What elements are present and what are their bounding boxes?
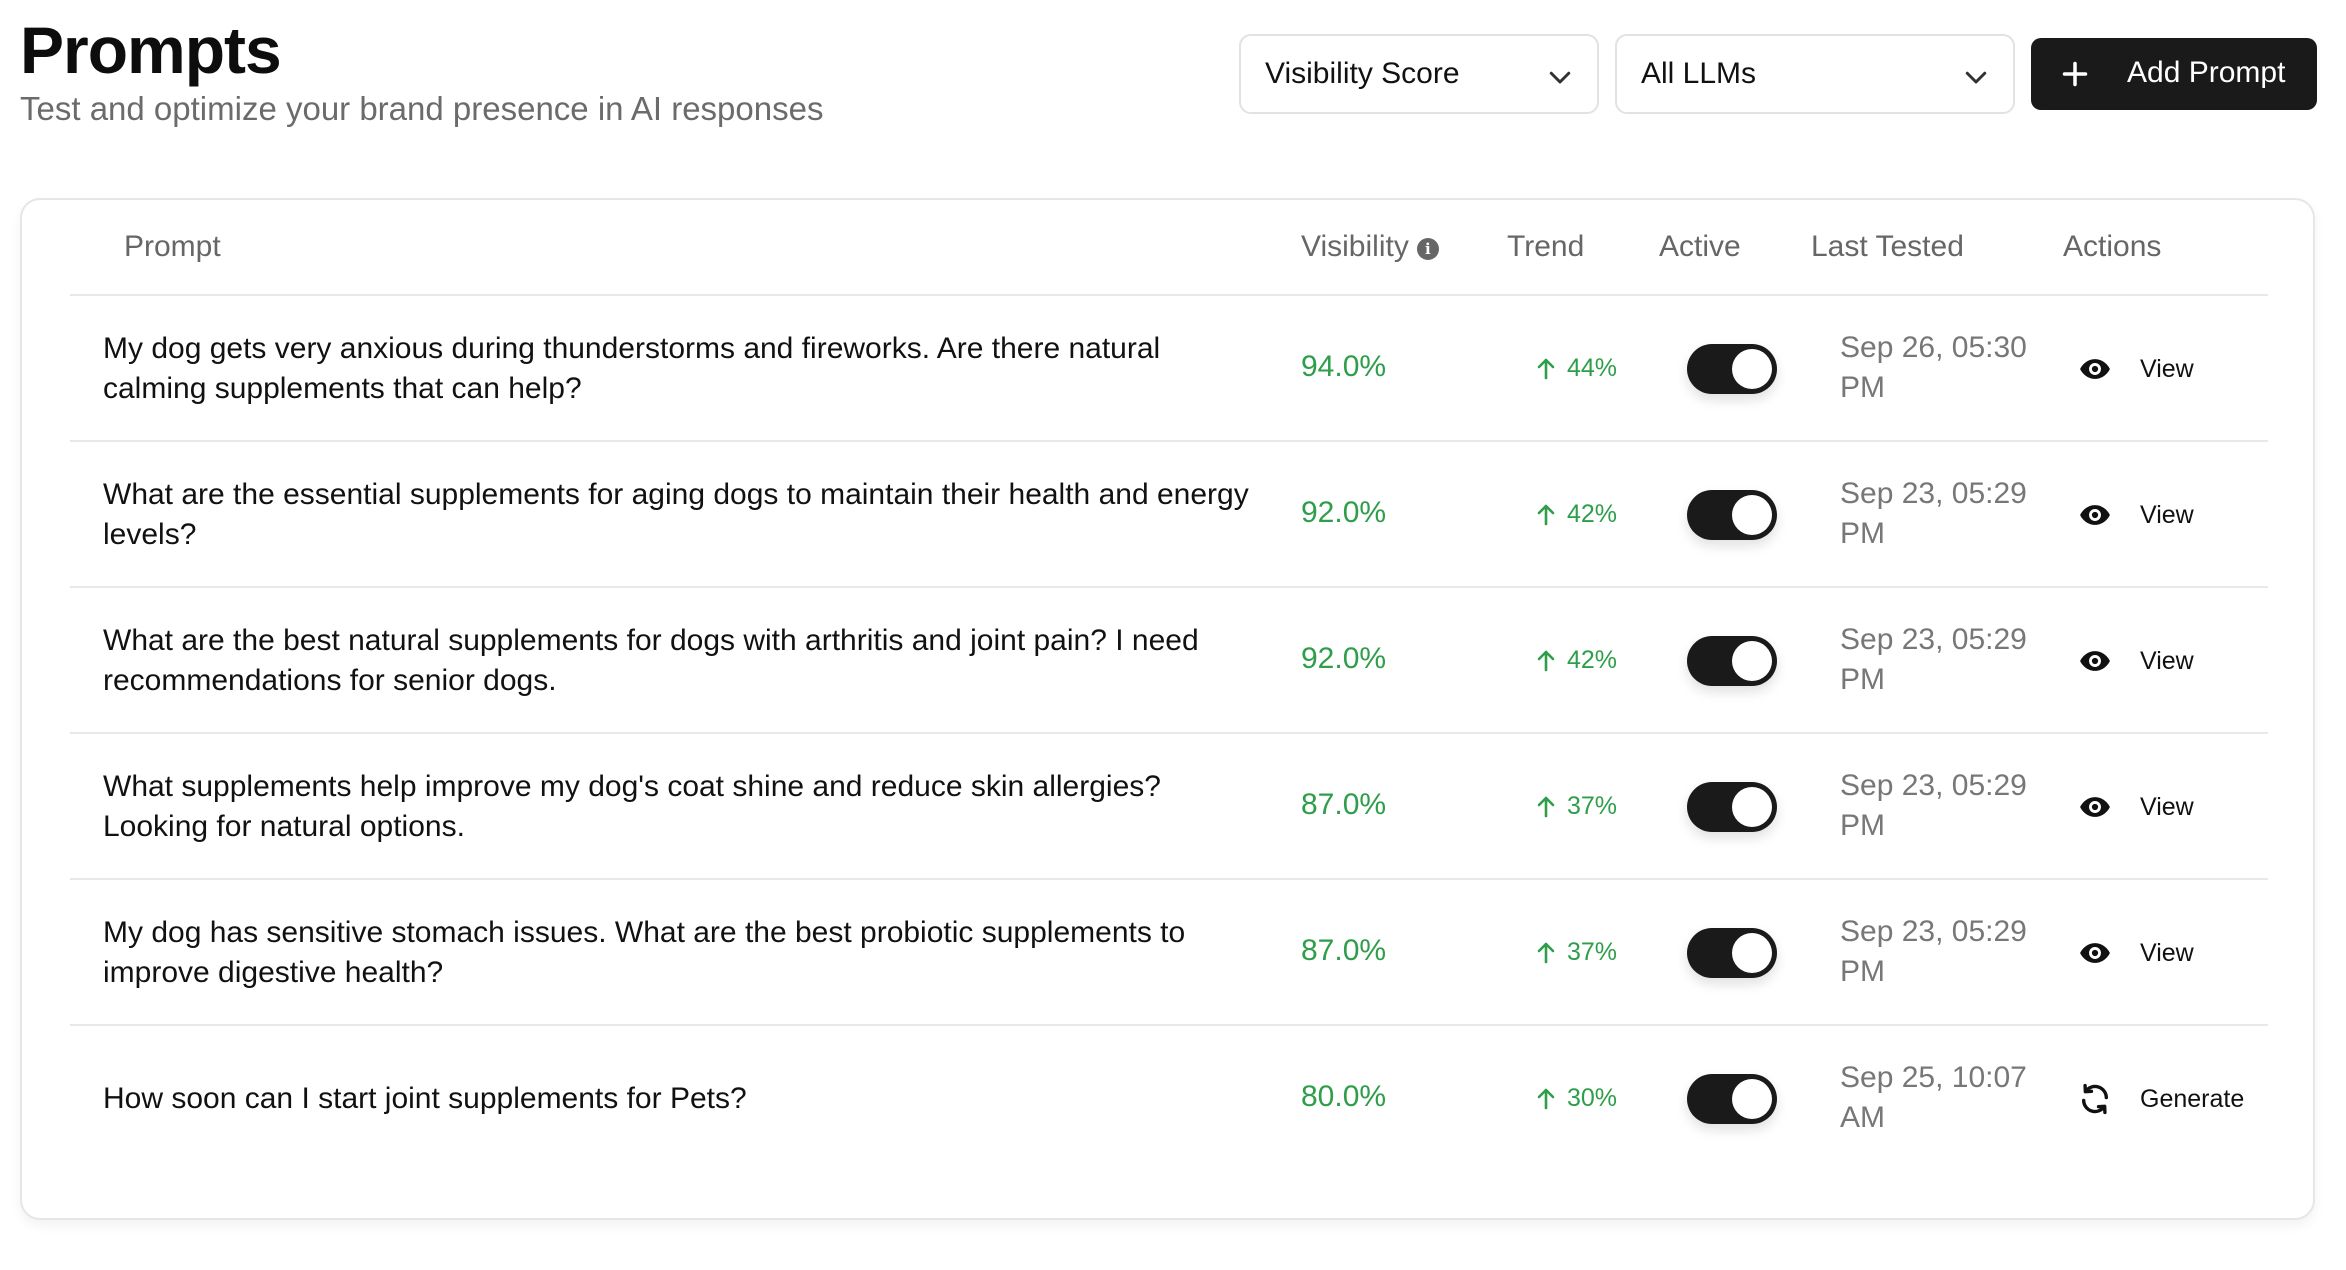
table-row[interactable]: What supplements help improve my dog's c… — [70, 734, 2268, 880]
trend-indicator: 30% — [1535, 1084, 1617, 1113]
column-header-last-tested: Last Tested — [1811, 230, 1964, 263]
table-row[interactable]: What are the essential supplements for a… — [70, 442, 2268, 588]
visibility-score: 92.0% — [1301, 642, 1387, 675]
trend-indicator: 42% — [1535, 500, 1617, 529]
prompts-table-card: Prompt Visibility i Trend Active Last Tes… — [20, 198, 2315, 1220]
last-tested-date: Sep 23, 05:29 PM — [1840, 915, 2027, 988]
view-button[interactable]: View — [2078, 348, 2194, 390]
chevron-down-icon — [1965, 71, 1987, 84]
arrow-up-icon — [1537, 650, 1555, 671]
active-toggle[interactable] — [1687, 928, 1777, 978]
arrow-up-icon — [1537, 358, 1555, 379]
toggle-knob — [1732, 349, 1772, 389]
table-row[interactable]: My dog gets very anxious during thunders… — [70, 296, 2268, 442]
metric-select[interactable]: Visibility Score — [1239, 34, 1599, 114]
eye-icon — [2080, 651, 2110, 671]
visibility-score: 94.0% — [1301, 350, 1387, 383]
column-header-prompt: Prompt — [124, 230, 221, 263]
trend-value: 44% — [1567, 354, 1618, 382]
active-toggle[interactable] — [1687, 636, 1777, 686]
column-header-trend: Trend — [1507, 230, 1585, 263]
arrow-up-icon — [1537, 1088, 1555, 1109]
last-tested-date: Sep 23, 05:29 PM — [1840, 769, 2027, 842]
eye-icon — [2080, 797, 2110, 817]
active-toggle[interactable] — [1687, 1074, 1777, 1124]
active-toggle[interactable] — [1687, 782, 1777, 832]
arrow-up-icon — [1537, 796, 1555, 817]
visibility-score: 87.0% — [1301, 788, 1387, 821]
trend-value: 42% — [1567, 646, 1618, 674]
trend-value: 42% — [1567, 500, 1618, 528]
metric-select-value: Visibility Score — [1265, 57, 1460, 90]
view-button[interactable]: View — [2078, 786, 2194, 828]
last-tested-date: Sep 23, 05:29 PM — [1840, 477, 2027, 550]
action-label: Generate — [2140, 1084, 2245, 1113]
prompt-text: My dog has sensitive stomach issues. Wha… — [103, 916, 1186, 989]
prompt-text: My dog gets very anxious during thunders… — [103, 332, 1161, 405]
trend-indicator: 44% — [1535, 354, 1617, 383]
toggle-knob — [1732, 641, 1772, 681]
table-row[interactable]: My dog has sensitive stomach issues. Wha… — [70, 880, 2268, 1026]
arrow-up-icon — [1537, 504, 1555, 525]
view-button[interactable]: View — [2078, 640, 2194, 682]
trend-value: 37% — [1567, 938, 1618, 966]
page-title: Prompts — [20, 13, 282, 87]
prompt-text: How soon can I start joint supplements f… — [103, 1082, 747, 1115]
toggle-knob — [1732, 933, 1772, 973]
info-icon[interactable]: i — [1416, 238, 1439, 260]
add-prompt-label: Add Prompt — [2127, 56, 2286, 89]
generate-button[interactable]: Generate — [2078, 1078, 2244, 1120]
table-header: Prompt Visibility i Trend Active Last Tes… — [70, 200, 2268, 296]
action-label: View — [2140, 500, 2194, 529]
trend-indicator: 37% — [1535, 938, 1617, 967]
arrow-up-icon — [1537, 942, 1555, 963]
prompt-text: What are the essential supplements for a… — [103, 478, 1249, 551]
prompt-text: What are the best natural supplements fo… — [103, 624, 1199, 697]
active-toggle[interactable] — [1687, 490, 1777, 540]
column-header-actions: Actions — [2063, 230, 2162, 263]
toggle-knob — [1732, 787, 1772, 827]
last-tested-date: Sep 26, 05:30 PM — [1840, 331, 2027, 404]
action-label: View — [2140, 792, 2194, 821]
eye-icon — [2080, 505, 2110, 525]
trend-value: 30% — [1567, 1084, 1618, 1112]
trend-indicator: 37% — [1535, 792, 1617, 821]
visibility-score: 87.0% — [1301, 934, 1387, 967]
table-row[interactable]: What are the best natural supplements fo… — [70, 588, 2268, 734]
page-subtitle: Test and optimize your brand presence in… — [20, 90, 824, 127]
toggle-knob — [1732, 1079, 1772, 1119]
eye-icon — [2080, 359, 2110, 379]
column-header-visibility: Visibility i — [1301, 230, 1439, 264]
llm-select[interactable]: All LLMs — [1615, 34, 2015, 114]
prompt-text: What supplements help improve my dog's c… — [103, 770, 1161, 843]
visibility-score: 92.0% — [1301, 496, 1387, 529]
last-tested-date: Sep 23, 05:29 PM — [1840, 623, 2027, 696]
action-label: View — [2140, 646, 2194, 675]
visibility-score: 80.0% — [1301, 1080, 1387, 1113]
column-header-visibility-label: Visibility — [1301, 230, 1409, 263]
plus-icon — [2062, 61, 2088, 87]
view-button[interactable]: View — [2078, 932, 2194, 974]
eye-icon — [2080, 943, 2110, 963]
refresh-icon — [2081, 1083, 2109, 1115]
last-tested-date: Sep 25, 10:07 AM — [1840, 1061, 2027, 1134]
trend-value: 37% — [1567, 792, 1618, 820]
table-row[interactable]: How soon can I start joint supplements f… — [70, 1026, 2268, 1172]
trend-indicator: 42% — [1535, 646, 1617, 675]
active-toggle[interactable] — [1687, 344, 1777, 394]
action-label: View — [2140, 938, 2194, 967]
view-button[interactable]: View — [2078, 494, 2194, 536]
llm-select-value: All LLMs — [1641, 57, 1757, 90]
action-label: View — [2140, 354, 2194, 383]
toggle-knob — [1732, 495, 1772, 535]
chevron-down-icon — [1549, 71, 1571, 84]
column-header-active: Active — [1659, 230, 1741, 263]
add-prompt-button[interactable]: Add Prompt — [2031, 38, 2317, 110]
